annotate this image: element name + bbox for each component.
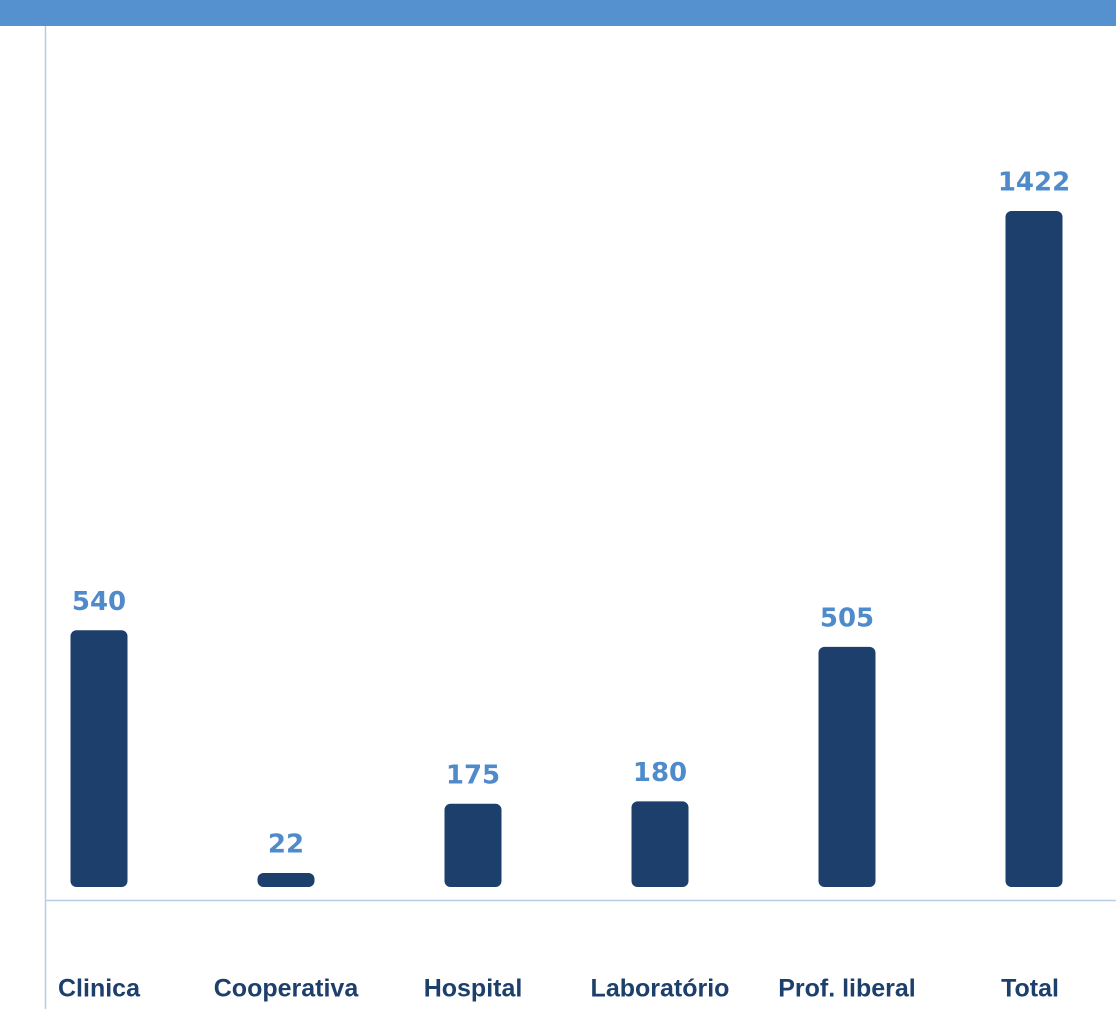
value-label: 180 xyxy=(633,758,687,788)
bar xyxy=(818,646,876,887)
value-label: 505 xyxy=(820,603,874,633)
bar xyxy=(444,803,502,887)
x-tick-label: Hospital xyxy=(424,975,523,1003)
bar xyxy=(631,801,689,887)
value-label: 540 xyxy=(72,587,126,617)
value-label: 22 xyxy=(268,830,304,860)
header-band xyxy=(0,0,1116,26)
x-tick-label: Cooperativa xyxy=(214,975,360,1003)
value-label: 175 xyxy=(446,760,500,790)
x-tick-label: Prof. liberal xyxy=(778,975,916,1003)
value-label: 1422 xyxy=(998,168,1070,198)
x-tick-label: Clinica xyxy=(58,975,141,1003)
bar xyxy=(257,873,315,887)
x-tick-label: Total xyxy=(1001,975,1059,1003)
x-tick-label: Laboratório xyxy=(591,975,730,1003)
bar xyxy=(1005,211,1063,887)
bar xyxy=(70,630,128,887)
